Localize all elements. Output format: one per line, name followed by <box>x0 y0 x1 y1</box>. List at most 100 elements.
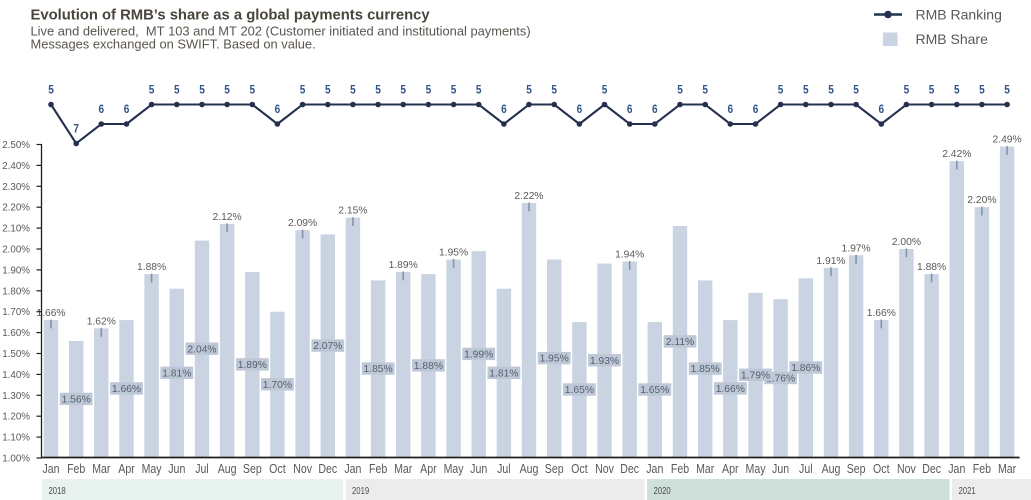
svg-text:2.40%: 2.40% <box>2 161 30 172</box>
svg-text:2.09%: 2.09% <box>288 218 317 229</box>
svg-text:1.88%: 1.88% <box>137 262 166 273</box>
svg-text:Sep: Sep <box>545 461 564 476</box>
svg-text:May: May <box>444 461 464 476</box>
svg-text:1.56%: 1.56% <box>62 395 91 406</box>
svg-text:5: 5 <box>702 82 708 96</box>
svg-text:1.81%: 1.81% <box>162 368 191 379</box>
svg-text:2.00%: 2.00% <box>2 245 30 256</box>
svg-text:2.07%: 2.07% <box>313 341 342 352</box>
svg-text:2018: 2018 <box>49 486 67 497</box>
svg-text:Sep: Sep <box>243 461 262 476</box>
svg-text:Nov: Nov <box>595 461 614 476</box>
svg-text:1.85%: 1.85% <box>691 364 720 375</box>
svg-text:RMB Ranking: RMB Ranking <box>916 7 1002 23</box>
svg-text:1.91%: 1.91% <box>816 256 845 267</box>
svg-text:1.65%: 1.65% <box>565 385 594 396</box>
svg-text:2.11%: 2.11% <box>666 337 694 348</box>
svg-text:6: 6 <box>577 102 583 116</box>
svg-text:5: 5 <box>1004 82 1010 96</box>
svg-text:5: 5 <box>677 82 683 96</box>
svg-text:Jul: Jul <box>799 461 813 476</box>
svg-text:2.20%: 2.20% <box>2 203 30 214</box>
svg-text:Jan: Jan <box>42 461 59 476</box>
svg-text:5: 5 <box>350 82 356 96</box>
svg-text:Evolution of RMB’s share as a: Evolution of RMB’s share as a global pay… <box>31 8 431 24</box>
svg-text:1.99%: 1.99% <box>464 350 493 361</box>
svg-text:5: 5 <box>149 82 155 96</box>
svg-text:Dec: Dec <box>620 461 639 476</box>
svg-text:1.86%: 1.86% <box>791 363 820 374</box>
svg-text:2.50%: 2.50% <box>2 140 30 151</box>
svg-text:Feb: Feb <box>369 461 387 476</box>
svg-text:Jun: Jun <box>168 461 185 476</box>
svg-text:Oct: Oct <box>571 461 588 476</box>
svg-text:2.12%: 2.12% <box>212 212 241 223</box>
svg-text:6: 6 <box>124 102 130 116</box>
svg-text:Mar: Mar <box>394 461 413 476</box>
svg-text:1.90%: 1.90% <box>2 265 30 276</box>
svg-text:5: 5 <box>451 82 457 96</box>
svg-text:5: 5 <box>300 82 306 96</box>
svg-text:1.97%: 1.97% <box>841 243 870 254</box>
svg-text:5: 5 <box>325 82 331 96</box>
svg-text:6: 6 <box>728 102 734 116</box>
svg-text:5: 5 <box>778 82 784 96</box>
svg-text:2.04%: 2.04% <box>187 344 216 355</box>
svg-text:1.00%: 1.00% <box>2 454 30 465</box>
svg-text:2.42%: 2.42% <box>942 149 971 160</box>
svg-text:2019: 2019 <box>352 486 370 497</box>
svg-text:Sep: Sep <box>847 461 866 476</box>
svg-text:5: 5 <box>526 82 532 96</box>
svg-text:5: 5 <box>904 82 910 96</box>
svg-text:1.50%: 1.50% <box>2 349 30 360</box>
svg-text:2.30%: 2.30% <box>2 182 30 193</box>
svg-text:5: 5 <box>48 82 54 96</box>
svg-text:6: 6 <box>627 102 633 116</box>
svg-text:5: 5 <box>426 82 432 96</box>
svg-text:1.10%: 1.10% <box>2 433 30 444</box>
svg-text:2.49%: 2.49% <box>992 135 1021 146</box>
svg-text:5: 5 <box>199 82 205 96</box>
svg-text:2.15%: 2.15% <box>338 206 367 217</box>
svg-text:5: 5 <box>476 82 482 96</box>
svg-text:2.22%: 2.22% <box>514 191 543 202</box>
svg-text:6: 6 <box>879 102 885 116</box>
svg-text:1.76%: 1.76% <box>766 374 795 385</box>
svg-text:1.70%: 1.70% <box>2 307 30 318</box>
svg-text:6: 6 <box>99 102 105 116</box>
svg-text:1.20%: 1.20% <box>2 412 30 423</box>
svg-text:1.65%: 1.65% <box>640 385 669 396</box>
svg-text:6: 6 <box>753 102 759 116</box>
svg-text:Nov: Nov <box>293 461 312 476</box>
svg-text:Feb: Feb <box>671 461 689 476</box>
svg-text:Jan: Jan <box>948 461 965 476</box>
svg-text:Feb: Feb <box>67 461 85 476</box>
svg-text:Jan: Jan <box>646 461 663 476</box>
svg-text:1.95%: 1.95% <box>540 354 569 365</box>
svg-text:1.30%: 1.30% <box>2 391 30 402</box>
svg-text:5: 5 <box>803 82 809 96</box>
svg-text:6: 6 <box>501 102 507 116</box>
svg-text:1.85%: 1.85% <box>363 364 392 375</box>
svg-text:1.79%: 1.79% <box>741 370 770 381</box>
svg-text:5: 5 <box>250 82 256 96</box>
svg-text:May: May <box>746 461 766 476</box>
svg-text:Apr: Apr <box>722 461 739 476</box>
svg-text:Jul: Jul <box>195 461 209 476</box>
svg-text:Jan: Jan <box>344 461 361 476</box>
svg-text:Mar: Mar <box>696 461 715 476</box>
svg-text:5: 5 <box>400 82 406 96</box>
svg-text:1.40%: 1.40% <box>2 370 30 381</box>
svg-text:5: 5 <box>929 82 935 96</box>
svg-text:6: 6 <box>275 102 281 116</box>
svg-text:Aug: Aug <box>218 461 237 476</box>
svg-text:1.89%: 1.89% <box>238 360 267 371</box>
svg-text:6: 6 <box>652 102 658 116</box>
svg-text:Live and delivered, MT 103 an: Live and delivered, MT 103 and MT 202 (C… <box>31 24 531 39</box>
svg-text:RMB Share: RMB Share <box>916 31 989 47</box>
svg-text:1.93%: 1.93% <box>590 356 619 367</box>
svg-text:1.60%: 1.60% <box>2 328 30 339</box>
svg-text:5: 5 <box>602 82 608 96</box>
svg-text:1.66%: 1.66% <box>112 384 141 395</box>
svg-text:Aug: Aug <box>822 461 841 476</box>
